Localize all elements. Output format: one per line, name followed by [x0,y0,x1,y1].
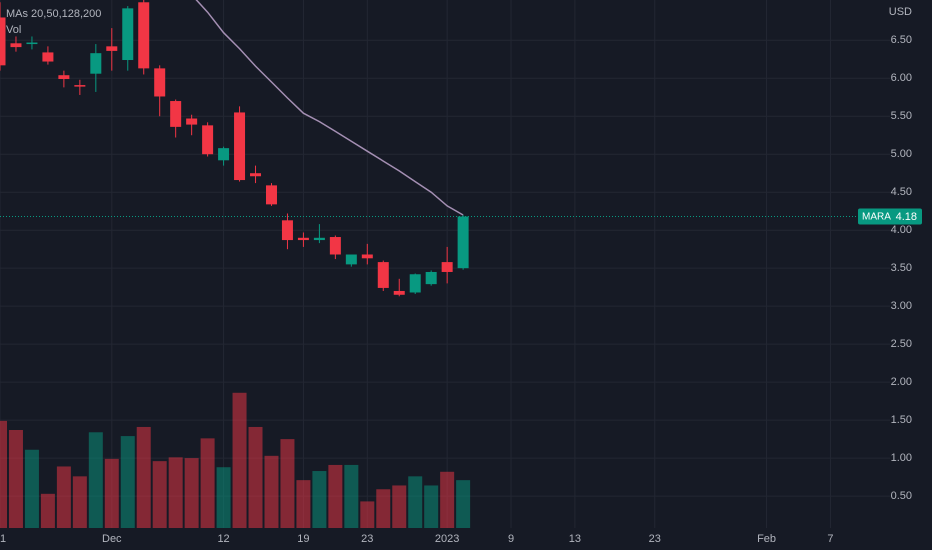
candle-body [10,43,22,48]
volume-bar [216,467,231,528]
candle-body [297,237,309,241]
candle-body [329,237,341,255]
candle-body [281,220,293,241]
last-price: 4.18 [896,211,917,223]
candle-body [457,216,469,269]
volume-bar [40,493,55,528]
volume-bar [376,489,391,528]
plot-area [0,0,890,528]
volume-bar [360,501,375,528]
x-tick-label: 9 [508,533,514,545]
volume-bar [72,476,87,528]
volume-bar [456,480,471,528]
volume-bar [56,466,71,528]
x-tick-label: 23 [649,533,661,545]
volume-bar [248,426,263,528]
volume-bar [264,455,279,528]
x-tick-label: Dec [102,533,122,545]
candle-body [122,8,134,61]
candle-body [361,254,373,259]
candle-body [218,148,230,161]
candle-body [425,271,437,285]
volume-bar [296,480,311,528]
volume-bar [24,449,39,528]
volume-bar [344,464,359,528]
y-tick-label: 3.00 [891,300,912,312]
candle-body [90,53,102,74]
x-tick-label: Feb [757,533,776,545]
candle-body [393,290,405,295]
grid [0,0,890,528]
candle-body [154,68,166,97]
legend-vol: Vol [6,24,21,36]
candle-body [345,254,357,265]
x-tick-label: 19 [297,533,309,545]
x-tick-label: 2023 [435,533,459,545]
y-tick-label: 6.50 [891,34,912,46]
labels: MAs 20,50,128,200 Vol USD 0.50 1.00 1.50 2.… [0,6,922,545]
volume-bar [280,439,295,528]
y-tick-label: 4.00 [891,224,912,236]
last-price-box [858,208,922,225]
y-tick-label: 6.00 [891,72,912,84]
volume-bar [152,461,167,528]
volume-bar [8,429,23,528]
x-tick-label: 21 [0,533,6,545]
candle-body [170,101,182,127]
y-tick-label: 3.50 [891,262,912,274]
candle-body [26,42,38,45]
candle-body [377,262,389,288]
y-tick-label: 1.00 [891,452,912,464]
ma-line [195,0,464,216]
volume-bar [312,471,327,528]
x-tick-label: 12 [217,533,229,545]
volume-bar [424,485,439,528]
candle-body [186,118,198,125]
volume-bar [328,464,343,528]
legend-ma: MAs 20,50,128,200 [6,8,101,20]
last-symbol: MARA [862,212,891,223]
y-tick-label: 5.00 [891,148,912,160]
candle-body [313,237,325,241]
y-tick-label: 0.50 [891,490,912,502]
candle-body [106,46,118,51]
y-tick-label: 5.50 [891,110,912,122]
y-tick-label: 1.50 [891,414,912,426]
volume-bar [408,476,423,528]
volume-bar [200,438,215,528]
candle-body [138,2,150,69]
volume-bar [88,432,103,528]
x-tick-label: 13 [569,533,581,545]
x-tick-label: 23 [361,533,373,545]
candle-body [250,173,262,177]
candle-body [0,17,6,66]
volume-bar [120,436,135,528]
volume-bar [232,392,247,528]
y-tick-label: 2.50 [891,338,912,350]
candle-body [409,274,421,293]
volume-bar [440,471,455,528]
x-tick-label: 7 [827,533,833,545]
candle-body [74,85,86,87]
volume-bar [184,458,199,528]
candle-body [42,52,54,62]
volume-bar [0,420,7,528]
volume-bar [392,485,407,528]
currency: USD [889,6,912,18]
volume-bar [136,426,151,528]
candle-body [441,262,453,272]
candle-body [265,185,277,205]
volume-bar [168,457,183,528]
y-tick-label: 4.50 [891,186,912,198]
y-tick-label: 2.00 [891,376,912,388]
volume-bar [104,458,119,528]
candle-body [202,125,214,155]
candle-body [234,112,246,181]
candle-body [58,75,70,80]
